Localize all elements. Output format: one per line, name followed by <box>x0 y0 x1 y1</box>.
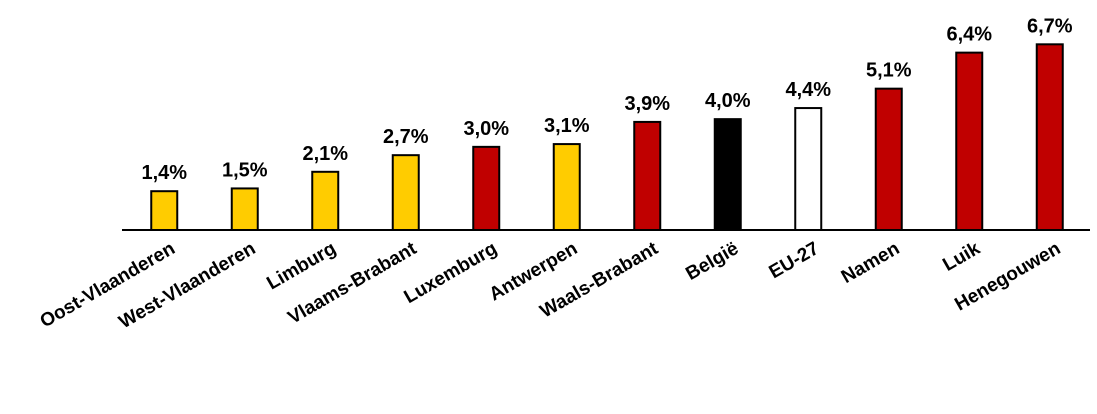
value-label: 5,1% <box>866 60 912 82</box>
x-tick-label: West-Vlaanderen <box>116 238 260 333</box>
bar <box>794 107 823 231</box>
bar <box>472 145 501 232</box>
bar <box>874 87 903 231</box>
value-label: 3,0% <box>463 118 509 140</box>
value-label: 6,4% <box>946 24 992 46</box>
x-tick-label: EU-27 <box>766 238 823 283</box>
value-label: 6,7% <box>1027 15 1073 37</box>
bar <box>955 51 984 231</box>
x-tick-label: Oost-Vlaanderen <box>37 238 179 332</box>
bar <box>713 118 742 231</box>
value-label: 1,5% <box>222 159 268 181</box>
value-label: 1,4% <box>141 162 187 184</box>
value-label: 3,1% <box>544 115 590 137</box>
bar <box>1035 43 1064 231</box>
bar <box>633 120 662 231</box>
value-label: 3,9% <box>624 93 670 115</box>
value-label: 4,4% <box>785 79 831 101</box>
value-label: 4,0% <box>705 90 751 112</box>
x-tick-label: België <box>682 238 742 285</box>
bar <box>311 170 340 232</box>
bar <box>391 154 420 232</box>
bar <box>230 187 259 232</box>
bar <box>150 190 179 231</box>
x-tick-label: Namen <box>838 238 903 288</box>
x-tick-label: Luik <box>939 238 984 276</box>
value-label: 2,7% <box>383 126 429 148</box>
value-label: 2,1% <box>302 143 348 165</box>
bar <box>552 143 581 231</box>
